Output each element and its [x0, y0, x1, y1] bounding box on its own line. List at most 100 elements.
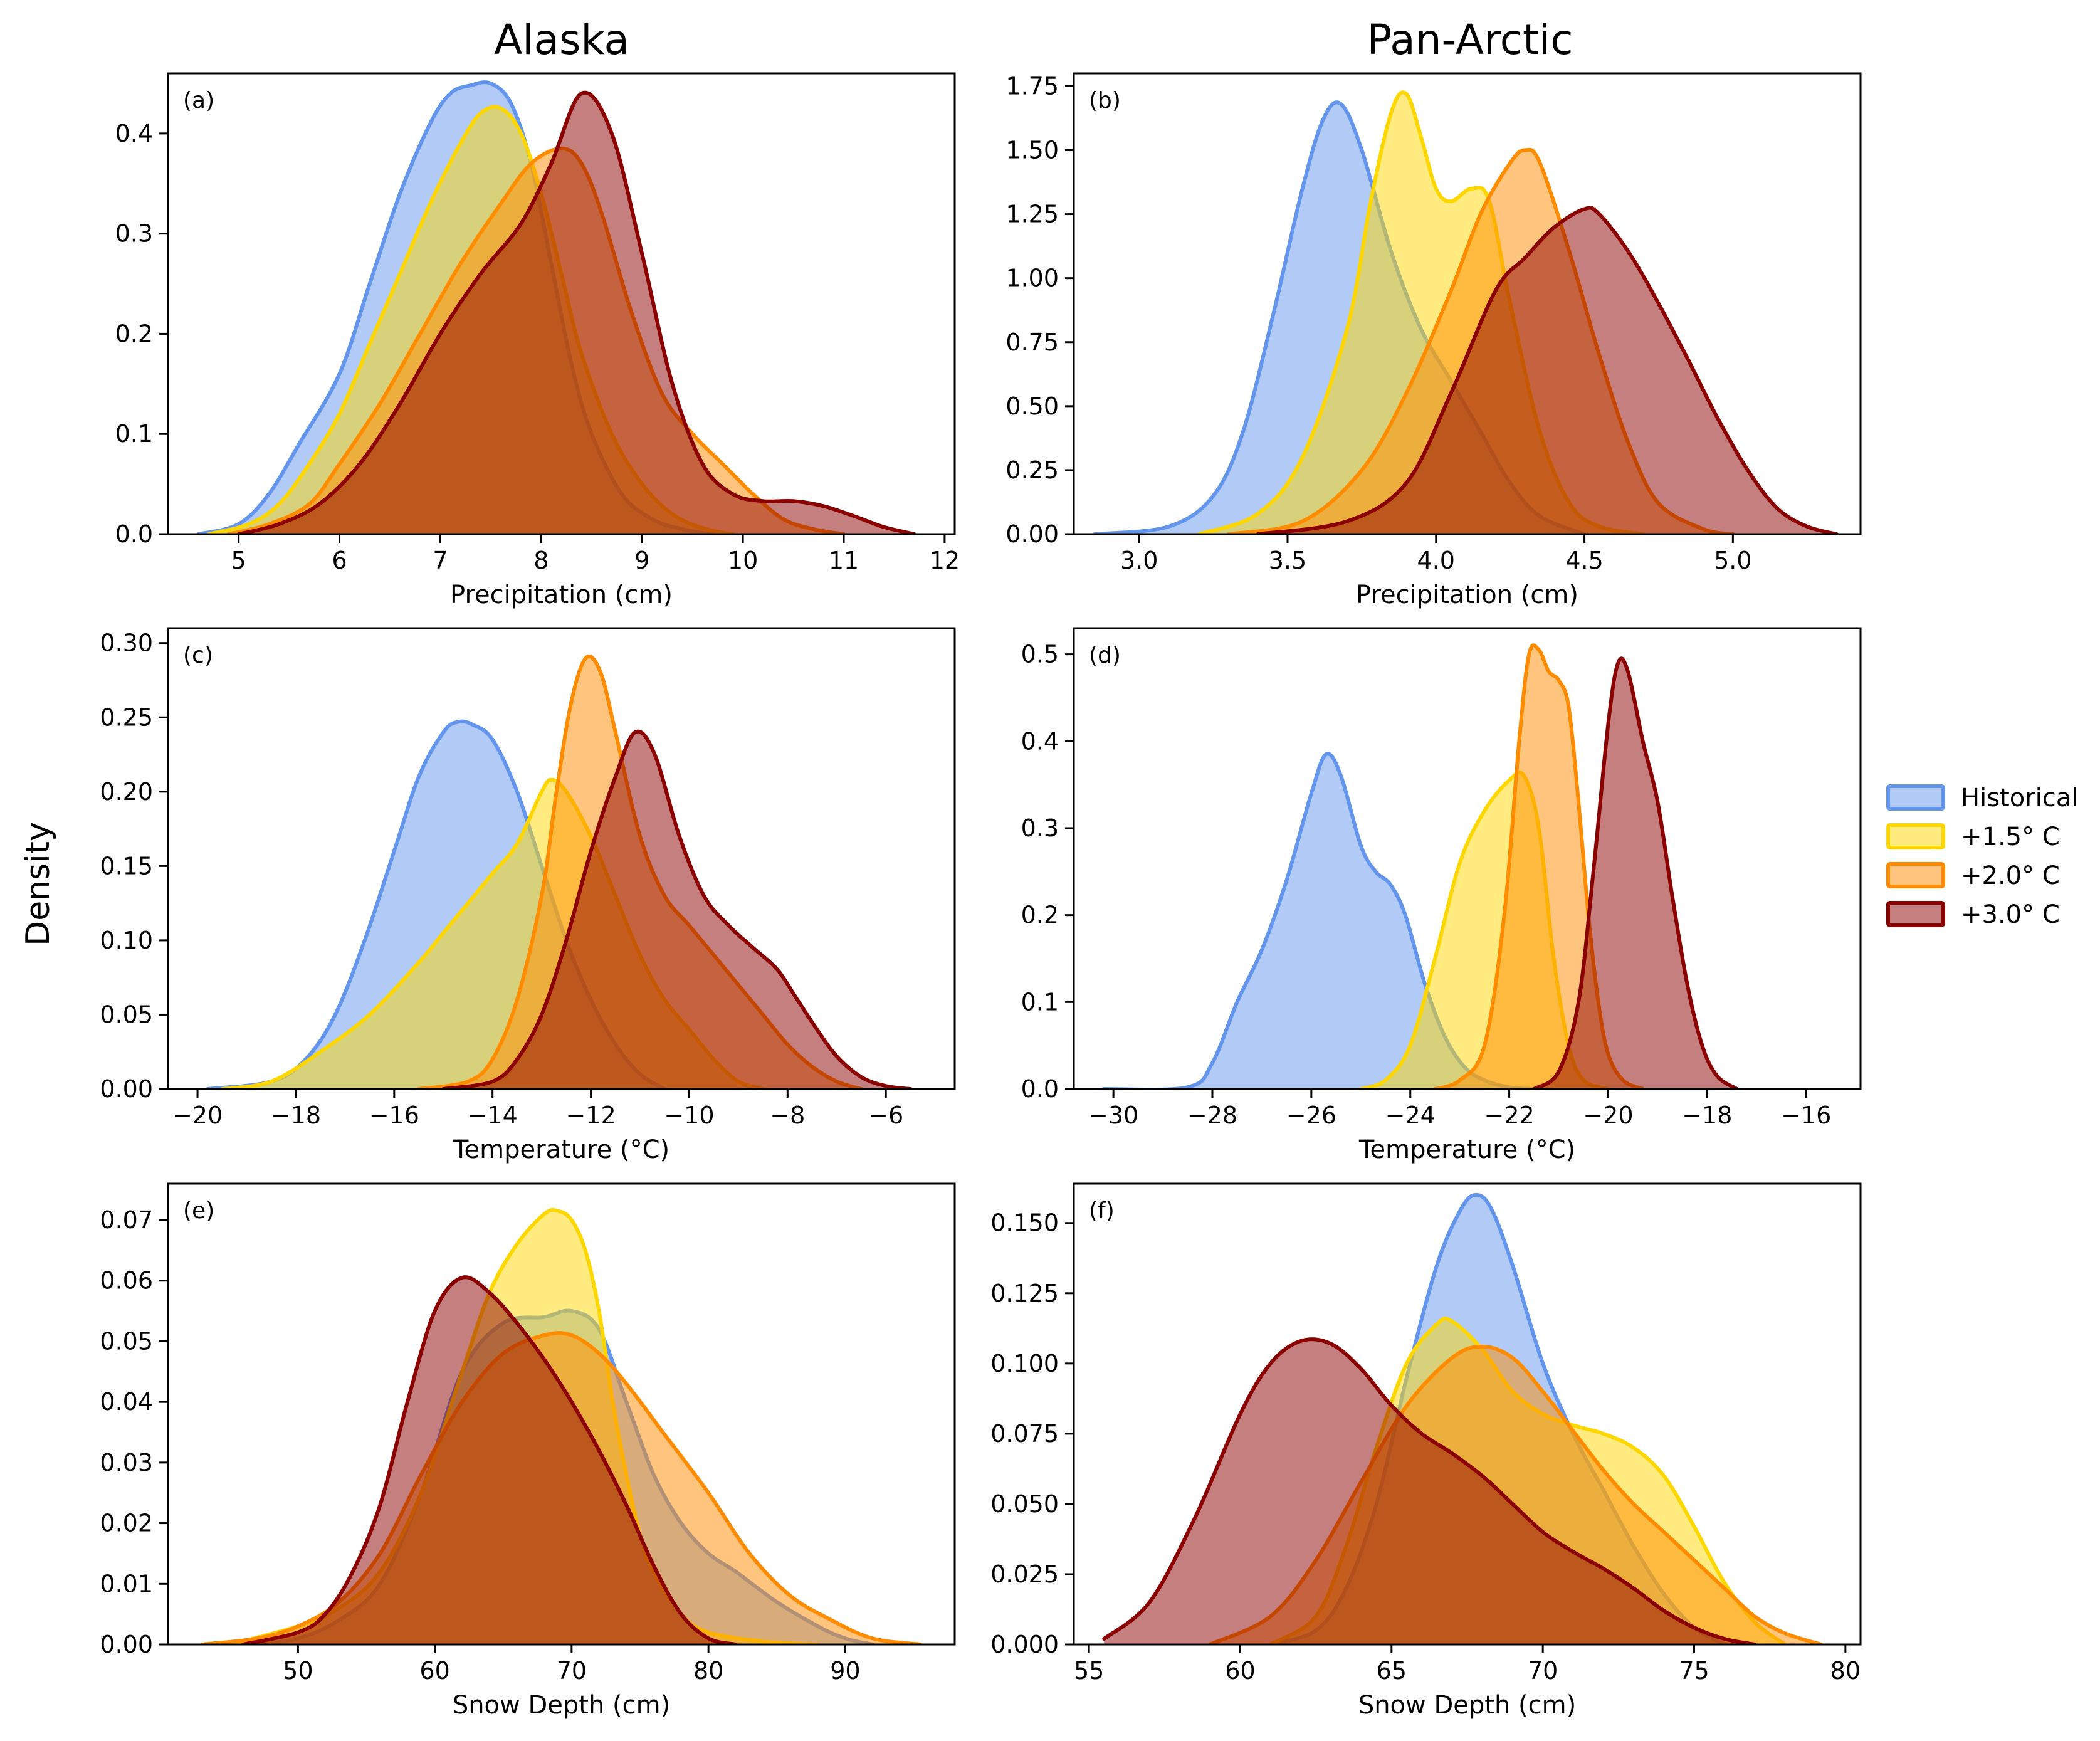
x-tick-label: 6: [332, 547, 347, 574]
legend-label-plus-3-0: +3.0° C: [1961, 900, 2060, 929]
x-tick-label: −12: [565, 1102, 616, 1129]
y-tick-label: 0.07: [100, 1206, 153, 1234]
x-tick-label: −16: [369, 1102, 419, 1129]
density-fill-3-0-c: [243, 1277, 736, 1644]
x-tick-label: 80: [693, 1657, 723, 1685]
axes-frame: [1073, 72, 1862, 535]
x-tick-label: 7: [433, 547, 448, 574]
y-tick-label: 0.1: [1021, 988, 1059, 1016]
y-tick-label: 0.10: [100, 927, 153, 954]
y-tick-label: 0.50: [1005, 392, 1059, 420]
legend-label-historical: Historical: [1961, 784, 2078, 813]
y-tick-label: 0.00: [100, 1075, 153, 1103]
x-tick-label: 65: [1377, 1657, 1407, 1685]
x-tick-label: 70: [557, 1657, 587, 1685]
y-tick-label: 0.03: [100, 1449, 153, 1476]
y-tick-label: 0.0: [115, 520, 153, 548]
x-tick-label: 70: [1528, 1657, 1558, 1685]
y-tick-label: 0.30: [100, 629, 153, 657]
y-tick-label: 0.05: [100, 1327, 153, 1355]
y-tick-label: 0.000: [990, 1631, 1059, 1658]
density-line-3-0-c: [1256, 206, 1839, 534]
x-tick-label: −8: [770, 1102, 805, 1129]
y-tick-label: 0.00: [1005, 520, 1059, 548]
y-tick-label: 0.2: [115, 320, 153, 347]
panel-letter: (a): [183, 88, 214, 113]
x-tick-label: 80: [1830, 1657, 1861, 1685]
x-tick-label: 8: [533, 547, 549, 574]
y-tick-label: 0.15: [100, 852, 153, 880]
x-tick-label: −18: [1682, 1102, 1732, 1129]
series-group: [1093, 90, 1839, 534]
series-group: [196, 80, 916, 534]
x-tick-label: 60: [419, 1657, 449, 1685]
panel-b: 3.0 3.5 4.0 4.5 5.0 0.00 0.25 0.50 0.75 1.00 1.25 1…: [1005, 72, 1862, 609]
column-title-pan-arctic: Pan-Arctic: [1367, 16, 1573, 64]
axes-frame: [167, 1182, 956, 1646]
axes-frame: [167, 627, 956, 1090]
density-fill-3-0-c: [1257, 208, 1837, 534]
legend-label-plus-2-0: +2.0° C: [1961, 861, 2060, 890]
x-tick-label: −26: [1286, 1102, 1336, 1129]
density-line-3-0-c: [441, 729, 913, 1089]
y-tick-label: 0.01: [100, 1570, 153, 1597]
column-title-alaska: Alaska: [494, 16, 629, 64]
y-tick-label: 0.20: [100, 778, 153, 806]
axes-frame: [167, 72, 956, 535]
x-tick-label: −28: [1187, 1102, 1237, 1129]
y-tick-label: 1.00: [1005, 265, 1059, 292]
panel-letter: (e): [183, 1198, 214, 1224]
panel-f: 55 60 65 70 75 80 0.000 0.025 0.050 0.075 0.100 0.1…: [990, 1182, 1862, 1720]
series-group: [1101, 643, 1739, 1089]
y-tick-label: 0.5: [1021, 641, 1059, 668]
legend-swatch-plus-1-5: [1886, 823, 1945, 849]
y-tick-label: 0.0: [1021, 1075, 1059, 1103]
x-tick-label: −14: [468, 1102, 518, 1129]
panel-letter: (d): [1089, 643, 1121, 668]
x-tick-label: −22: [1484, 1102, 1534, 1129]
legend-swatch-historical: [1886, 784, 1945, 811]
panel-d: −30 −28 −26 −24 −22 −20 −18 −16 0.0 0.1 0.2 0.3 0.4 0…: [1021, 627, 1862, 1164]
x-tick-label: −30: [1088, 1102, 1138, 1129]
x-tick-label: 5.0: [1714, 547, 1751, 574]
x-tick-label: 3.5: [1269, 547, 1306, 574]
x-tick-label: 50: [283, 1657, 313, 1685]
density-line-3-0-c: [241, 1275, 738, 1644]
y-tick-label: 0.04: [100, 1388, 153, 1416]
x-tick-label: 60: [1225, 1657, 1255, 1685]
series-group: [1102, 1192, 1824, 1644]
y-tick-label: 0.100: [990, 1350, 1059, 1377]
x-tick-label: 11: [829, 547, 859, 574]
x-tick-label: −18: [271, 1102, 321, 1129]
panels: 5 6 7 8 9 10 11 12 0.0 0.1 0.2 0.3 0.4 Precipitation …: [100, 72, 1862, 1720]
legend-swatch-plus-2-0: [1886, 862, 1945, 888]
x-axis-label: Snow Depth (cm): [453, 1691, 670, 1720]
x-tick-label: 9: [634, 547, 649, 574]
x-axis-label: Snow Depth (cm): [1358, 1691, 1576, 1720]
x-tick-label: −24: [1385, 1102, 1436, 1129]
legend-label-plus-1-5: +1.5° C: [1961, 823, 2060, 851]
y-tick-label: 0.06: [100, 1267, 153, 1295]
y-tick-label: 0.02: [100, 1510, 153, 1537]
y-tick-label: 0.25: [1005, 456, 1059, 484]
panel-letter: (f): [1089, 1198, 1115, 1224]
panel-c: −20 −18 −16 −14 −12 −10 −8 −6 0.00 0.05 0.10 0.15 0.…: [100, 627, 956, 1164]
x-tick-label: 90: [830, 1657, 860, 1685]
x-tick-label: −20: [172, 1102, 223, 1129]
y-tick-label: 0.2: [1021, 902, 1059, 929]
axes-frame: [1073, 627, 1862, 1090]
y-tick-label: 0.3: [115, 220, 153, 248]
axes-frame: [1073, 1182, 1862, 1646]
density-line-3-0-c: [1102, 1337, 1757, 1644]
density-fill-3-0-c: [443, 731, 911, 1089]
x-tick-label: −6: [868, 1102, 903, 1129]
legend: Historical +1.5° C +2.0° C +3.0° C: [1886, 784, 2078, 929]
panel-e: 50 60 70 80 90 0.00 0.01 0.02 0.03 0.04 0.05 0.06 0.…: [100, 1182, 956, 1720]
y-tick-label: 0.1: [115, 420, 153, 448]
x-tick-label: 5: [231, 547, 246, 574]
x-tick-label: 75: [1679, 1657, 1709, 1685]
x-axis-label: Precipitation (cm): [1356, 581, 1578, 609]
density-line-3-0-c: [1532, 656, 1739, 1089]
y-axis-label: Density: [19, 822, 57, 946]
x-axis-label: Precipitation (cm): [450, 581, 673, 609]
